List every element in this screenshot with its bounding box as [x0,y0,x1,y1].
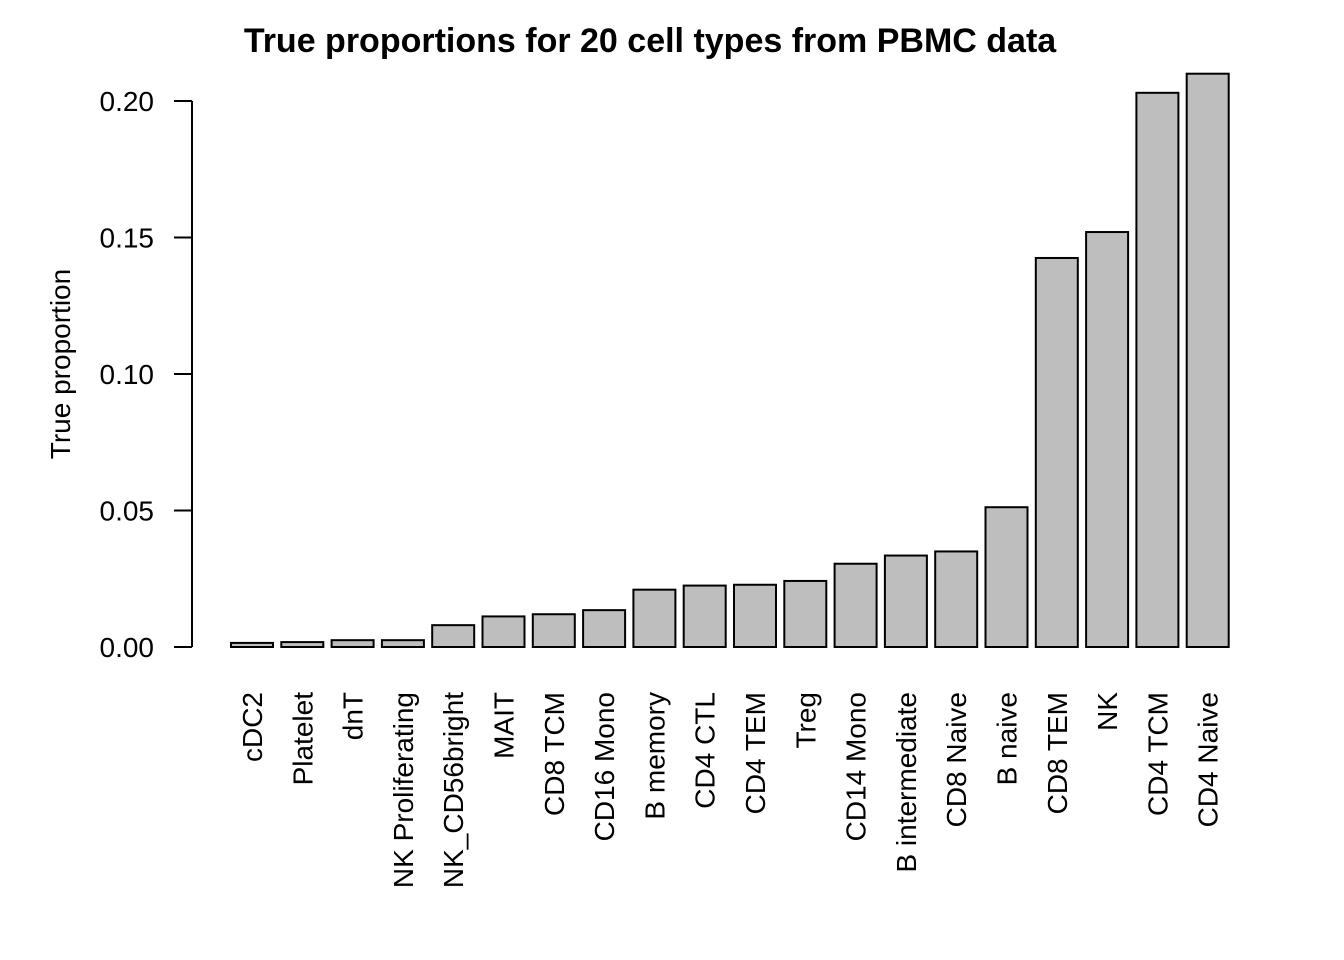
bar [883,554,928,648]
y-axis: 0.00 0.05 0.10 0.15 0.20 [100,86,193,663]
x-tick-label: CD16 Mono [589,692,620,841]
x-tick-label: B naive [992,692,1023,785]
x-tick-label: CD14 Mono [841,692,872,841]
x-tick-label: CD4 TCM [1142,692,1173,816]
bar [733,583,777,648]
x-tick-label: NK_CD56bright [438,692,469,888]
x-tick-label: CD8 TEM [1042,692,1073,814]
x-tick-label: NK Proliferating [388,692,419,888]
x-tick-label: MAIT [489,692,520,759]
bar [481,615,526,649]
bar [431,624,476,648]
bars [230,72,1230,649]
x-tick-label: dnT [338,692,369,740]
bar [280,641,325,648]
x-tick-label: CD8 Naive [941,692,972,827]
x-tick-label: Platelet [287,692,318,786]
y-tick-label: 0.10 [100,359,155,390]
bar [380,639,425,648]
bar [1034,256,1079,648]
bar [330,639,375,648]
x-tick-label: CD4 TEM [740,692,771,814]
y-axis-label: True proportion [45,269,76,459]
x-tick-label: CD4 Naive [1193,692,1224,827]
x-tick-label: cDC2 [237,692,268,762]
y-tick-label: 0.05 [100,496,155,527]
bar [582,609,627,649]
bar [632,588,677,648]
bar [531,613,576,648]
x-tick-label: B memory [639,692,670,820]
x-tick-label: Treg [790,692,821,749]
y-tick-label: 0.20 [100,86,155,117]
chart-title: True proportions for 20 cell types from … [244,22,1057,60]
bar [1185,72,1230,648]
x-tick-label: CD4 CTL [690,692,721,809]
x-tick-label: CD8 TCM [539,692,570,816]
bar [1085,231,1130,648]
bar [984,506,1029,648]
bar [833,562,878,648]
bar [230,641,274,649]
x-tick-label: B intermediate [891,692,922,873]
bar [682,584,727,649]
bar [783,579,828,649]
bar [934,550,979,649]
x-tick-labels: cDC2 Platelet dnT NK Proliferating NK_CD56br… [237,692,1224,888]
bar [1135,91,1180,648]
x-tick-label: NK [1092,692,1123,731]
y-tick-label: 0.00 [100,632,155,663]
y-tick-label: 0.15 [100,223,155,254]
